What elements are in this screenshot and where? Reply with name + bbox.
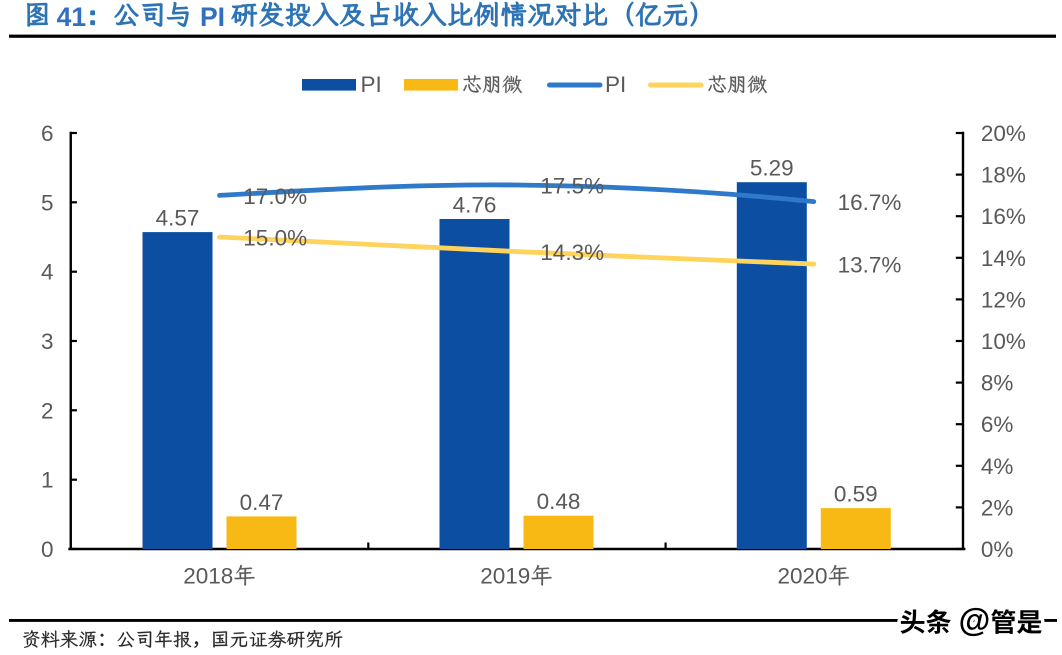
svg-text:0%: 0% <box>981 537 1014 562</box>
svg-text:0: 0 <box>41 537 54 562</box>
svg-text:4.76: 4.76 <box>453 193 497 218</box>
svg-text:0.47: 0.47 <box>240 490 284 515</box>
svg-text:18%: 18% <box>981 163 1026 188</box>
svg-text:2020: 2020 <box>778 563 828 588</box>
svg-text:3: 3 <box>41 329 54 354</box>
svg-text:5: 5 <box>41 190 54 215</box>
svg-text:PI: PI <box>200 2 225 32</box>
svg-text:2%: 2% <box>981 495 1014 520</box>
svg-text:17.0%: 17.0% <box>243 184 307 209</box>
svg-text:0.59: 0.59 <box>834 482 878 507</box>
svg-text:8%: 8% <box>981 371 1014 396</box>
svg-text:PI: PI <box>605 72 626 97</box>
svg-text:20%: 20% <box>981 121 1026 146</box>
svg-text:5.29: 5.29 <box>750 156 794 181</box>
svg-text:14.3%: 14.3% <box>540 240 604 265</box>
svg-text:2019: 2019 <box>480 563 530 588</box>
svg-text:0.48: 0.48 <box>537 489 581 514</box>
svg-text:1: 1 <box>41 468 54 493</box>
svg-text:2: 2 <box>41 398 54 423</box>
svg-text:10%: 10% <box>981 329 1026 354</box>
svg-text:4.57: 4.57 <box>156 206 200 231</box>
svg-text:4%: 4% <box>981 454 1014 479</box>
svg-text:2018: 2018 <box>183 563 233 588</box>
svg-text:15.0%: 15.0% <box>243 226 307 251</box>
svg-text:4: 4 <box>41 260 54 285</box>
svg-text:6: 6 <box>41 121 54 146</box>
svg-text:16%: 16% <box>981 204 1026 229</box>
svg-text:PI: PI <box>361 72 382 97</box>
svg-text:13.7%: 13.7% <box>838 253 902 278</box>
svg-text:41: 41 <box>57 2 86 32</box>
svg-text:6%: 6% <box>981 412 1014 437</box>
svg-text:16.7%: 16.7% <box>838 190 902 215</box>
svg-text:17.5%: 17.5% <box>540 174 604 199</box>
svg-text:14%: 14% <box>981 246 1026 271</box>
svg-text:12%: 12% <box>981 287 1026 312</box>
